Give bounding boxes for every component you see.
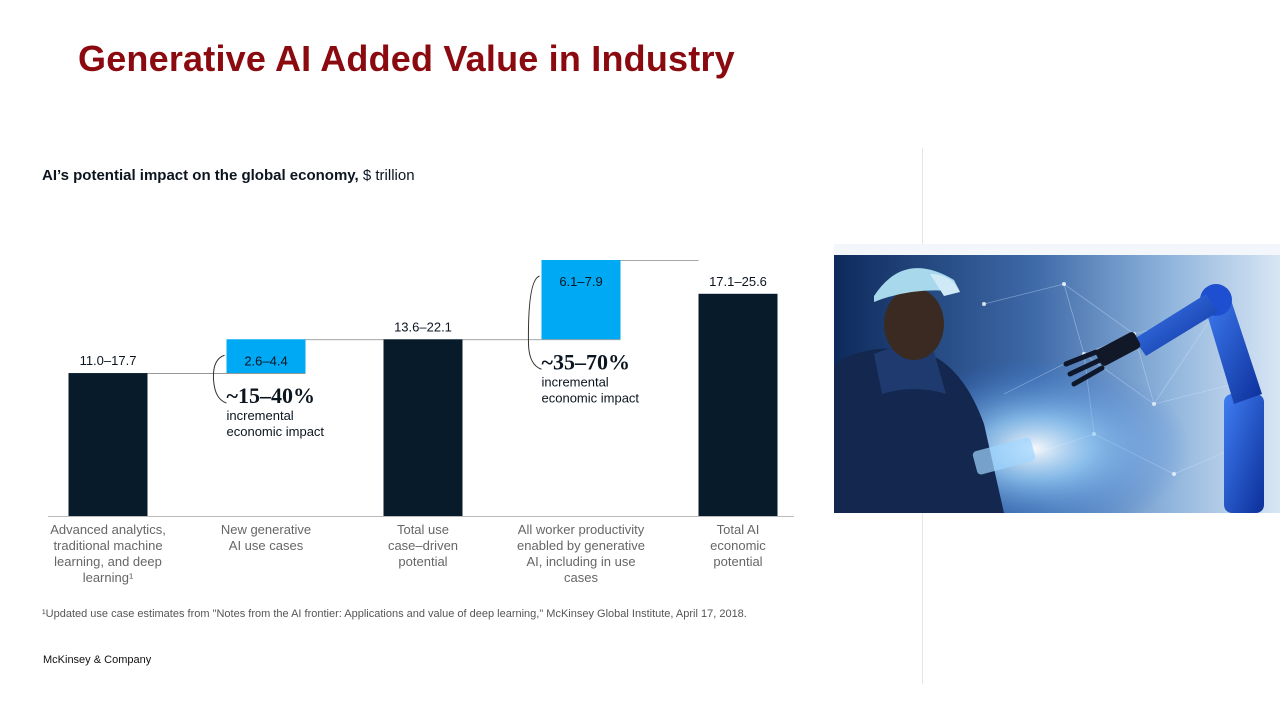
annotation-caption-2: incremental — [542, 374, 609, 389]
category-label-3: case–driven — [388, 538, 458, 553]
category-label-4: AI, including in use — [526, 554, 635, 569]
category-label-2: New generative — [221, 522, 311, 537]
bar-3 — [383, 339, 463, 516]
slide-title: Generative AI Added Value in Industry — [78, 38, 735, 79]
annotation-bracket-1 — [212, 354, 227, 404]
category-label-2: AI use cases — [229, 538, 304, 553]
bar-2 — [226, 339, 306, 374]
bar-5 — [698, 293, 778, 516]
chart-heading-bold: AI’s potential impact on the global econ… — [42, 167, 359, 184]
annotation-caption-2: economic impact — [542, 390, 640, 405]
annotation-bracket-2 — [527, 275, 542, 370]
chart-heading: AI’s potential impact on the global econ… — [42, 167, 415, 184]
annotation-percent-1: ~15–40% — [227, 383, 315, 408]
category-label-1: traditional machine — [53, 538, 162, 553]
data-label-bar-2: 2.6–4.4 — [244, 353, 287, 368]
category-label-4: cases — [564, 570, 598, 585]
annotation-percent-2: ~35–70% — [542, 349, 630, 374]
data-label-bar-1: 11.0–17.7 — [80, 353, 137, 368]
chart-footnote: ¹Updated use case estimates from "Notes … — [42, 608, 747, 620]
annotation-caption-1: incremental — [227, 408, 294, 423]
category-label-3: potential — [398, 554, 447, 569]
category-label-5: Total AI — [717, 522, 760, 537]
category-label-4: enabled by generative — [517, 538, 645, 553]
brand-name: McKinsey & Company — [43, 654, 152, 666]
waterfall-chart: 11.0–17.7 2.6–4.4 13.6–22.1 6.1–7.9 17.1–25.… — [48, 260, 794, 585]
worker-robot-photo — [834, 244, 1280, 513]
category-label-5: economic — [710, 538, 766, 553]
category-label-4: All worker productivity — [518, 522, 645, 537]
robot-arm-icon — [1063, 284, 1264, 513]
category-label-5: potential — [713, 554, 762, 569]
data-label-bar-5: 17.1–25.6 — [709, 274, 767, 289]
category-label-1: learning, and deep — [54, 554, 162, 569]
data-label-bar-3: 13.6–22.1 — [394, 319, 452, 334]
bar-4 — [541, 260, 621, 340]
data-label-bar-4: 6.1–7.9 — [559, 274, 602, 289]
bar-1 — [68, 373, 148, 516]
worker-figure-icon — [834, 268, 1036, 513]
category-label-3: Total use — [397, 522, 449, 537]
worker-robot-illustration — [834, 244, 1280, 513]
category-label-1: learning¹ — [83, 570, 134, 585]
annotation-caption-1: economic impact — [227, 424, 325, 439]
chart-heading-unit: $ trillion — [358, 167, 415, 184]
category-label-1: Advanced analytics, — [50, 522, 166, 537]
